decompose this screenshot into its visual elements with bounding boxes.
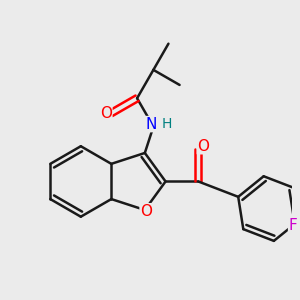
Text: N: N <box>145 117 157 132</box>
Text: F: F <box>289 218 297 233</box>
Text: O: O <box>197 139 209 154</box>
Text: H: H <box>162 117 172 131</box>
Text: O: O <box>140 204 152 219</box>
Text: O: O <box>100 106 112 121</box>
